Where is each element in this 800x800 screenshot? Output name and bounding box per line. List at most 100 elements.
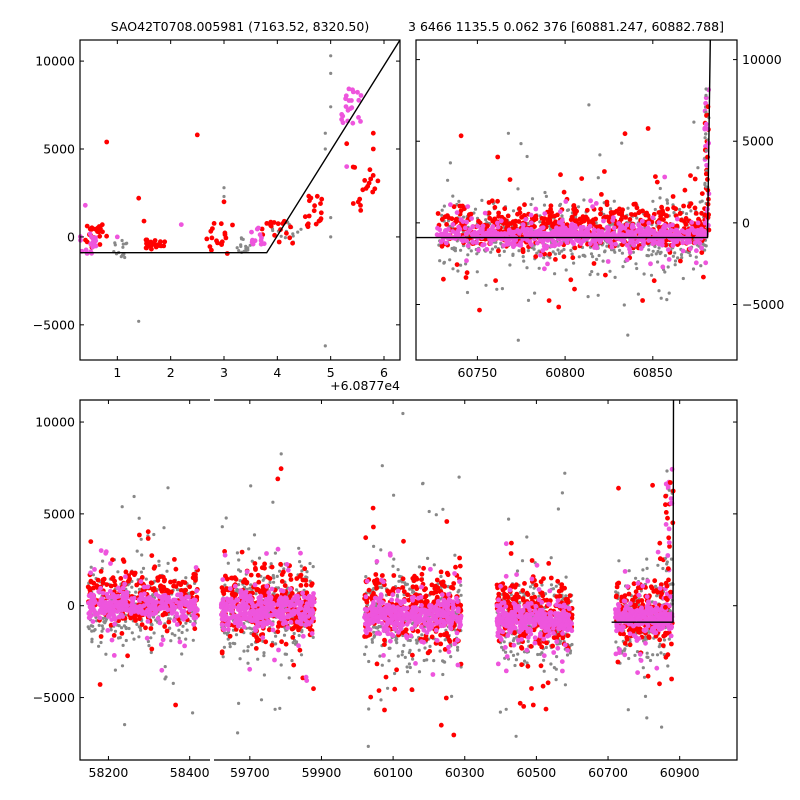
data-point-magenta	[356, 115, 361, 120]
data-point-magenta	[592, 239, 598, 245]
data-point-gray	[538, 220, 542, 224]
data-point-magenta	[529, 242, 534, 248]
data-point-gray	[237, 249, 241, 253]
data-point-red	[229, 591, 235, 597]
data-point-gray	[449, 655, 453, 659]
data-point-gray	[279, 452, 283, 456]
data-point-gray	[450, 694, 454, 699]
data-point-gray	[671, 254, 676, 258]
data-point-magenta	[109, 610, 115, 615]
data-point-gray	[495, 287, 499, 291]
data-point-gray	[417, 565, 421, 569]
data-point-magenta	[158, 642, 164, 647]
data-point-magenta	[465, 243, 471, 249]
data-point-red	[297, 647, 303, 653]
data-point-magenta	[488, 241, 493, 246]
data-point-magenta	[285, 613, 291, 618]
data-point-magenta	[349, 105, 355, 111]
data-point-red	[463, 275, 469, 280]
data-point-magenta	[298, 550, 303, 556]
data-point-magenta	[396, 629, 401, 635]
data-point-magenta	[427, 603, 433, 608]
data-point-magenta	[421, 627, 427, 633]
data-point-magenta	[436, 607, 442, 613]
data-point-magenta	[563, 199, 569, 204]
data-point-gray	[551, 250, 555, 254]
left-title: SAO42T0708.005981 (7163.52, 8320.50)	[111, 19, 369, 34]
data-point-magenta	[650, 241, 656, 247]
data-point-gray	[184, 621, 188, 625]
data-point-red	[158, 239, 163, 245]
data-point-gray	[113, 668, 117, 672]
data-point-magenta	[225, 603, 231, 609]
data-point-magenta	[409, 626, 415, 632]
data-point-gray	[618, 248, 622, 252]
data-point-magenta	[662, 174, 668, 180]
data-point-magenta	[114, 234, 120, 240]
data-point-red	[571, 206, 576, 212]
data-point-magenta	[455, 608, 461, 614]
data-point-gray	[457, 588, 461, 593]
data-point-gray	[380, 663, 384, 667]
data-point-magenta	[404, 605, 410, 611]
data-point-magenta	[138, 592, 144, 598]
data-point-magenta	[270, 627, 276, 633]
data-point-red	[84, 223, 90, 229]
data-point-magenta	[266, 590, 272, 596]
data-point-gray	[283, 652, 287, 656]
data-point-red	[376, 688, 382, 693]
data-point-red	[692, 205, 698, 211]
data-point-red	[678, 258, 683, 264]
data-point-magenta	[662, 222, 668, 228]
data-point-gray	[704, 149, 708, 153]
data-point-red	[318, 210, 324, 216]
data-point-magenta	[259, 615, 265, 621]
data-point-gray	[89, 624, 93, 628]
points	[434, 87, 712, 342]
data-point-magenta	[260, 635, 266, 641]
data-point-red	[444, 570, 450, 576]
data-point-red	[400, 585, 405, 590]
data-point-red	[302, 566, 308, 572]
data-point-magenta	[542, 266, 547, 272]
data-point-gray	[663, 254, 668, 258]
data-point-magenta	[650, 215, 656, 221]
data-point-gray	[298, 560, 302, 564]
data-point-gray	[558, 202, 563, 206]
data-point-red	[503, 218, 509, 224]
data-point-red	[604, 214, 610, 220]
data-point-gray	[673, 259, 678, 263]
data-point-gray	[673, 251, 677, 255]
data-point-magenta	[665, 247, 671, 253]
data-point-gray	[439, 574, 443, 579]
data-point-gray	[691, 267, 696, 271]
data-point-magenta	[501, 243, 507, 248]
data-point-red	[244, 580, 250, 586]
data-point-red	[256, 579, 262, 585]
data-point-gray	[386, 686, 390, 690]
data-point-red	[458, 208, 464, 214]
data-point-gray	[480, 198, 484, 202]
data-point-gray	[86, 625, 90, 629]
data-point-magenta	[486, 228, 492, 233]
data-point-magenta	[219, 622, 225, 627]
data-point-gray	[408, 648, 412, 653]
data-point-gray	[170, 632, 174, 636]
data-point-magenta	[296, 601, 301, 606]
data-point-magenta	[241, 624, 247, 630]
data-point-red	[95, 577, 101, 583]
data-point-gray	[405, 670, 410, 674]
data-point-gray	[262, 673, 266, 677]
data-point-magenta	[104, 591, 110, 597]
data-point-magenta	[224, 615, 230, 621]
data-point-magenta	[604, 225, 610, 230]
data-point-gray	[134, 590, 138, 594]
data-point-red	[593, 216, 598, 222]
data-point-red	[556, 304, 562, 310]
data-point-red	[401, 538, 406, 544]
data-point-gray	[181, 624, 185, 628]
data-point-magenta	[479, 226, 485, 232]
data-point-red	[640, 208, 645, 214]
data-point-gray	[508, 263, 512, 267]
data-point-red	[444, 222, 449, 227]
